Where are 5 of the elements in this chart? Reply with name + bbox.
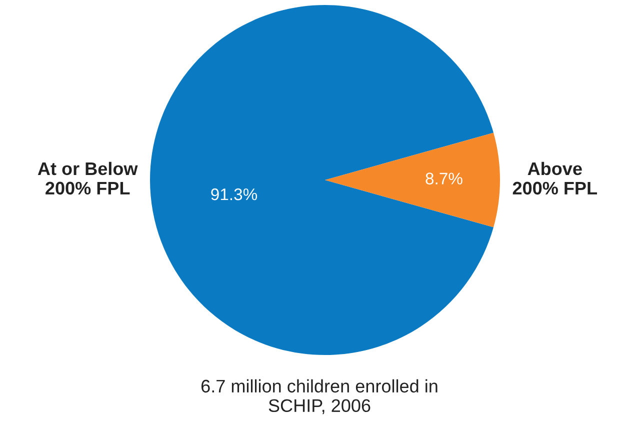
text: 6.7 million children enrolled in SCHIP, 2006 (201, 379, 438, 414)
data-label: 8.7% (426, 172, 462, 184)
slice-label: At or Below 200% FPL (38, 162, 138, 195)
data-label: 91.3% (211, 188, 258, 200)
slice-label: Above 200% FPL (512, 162, 597, 195)
